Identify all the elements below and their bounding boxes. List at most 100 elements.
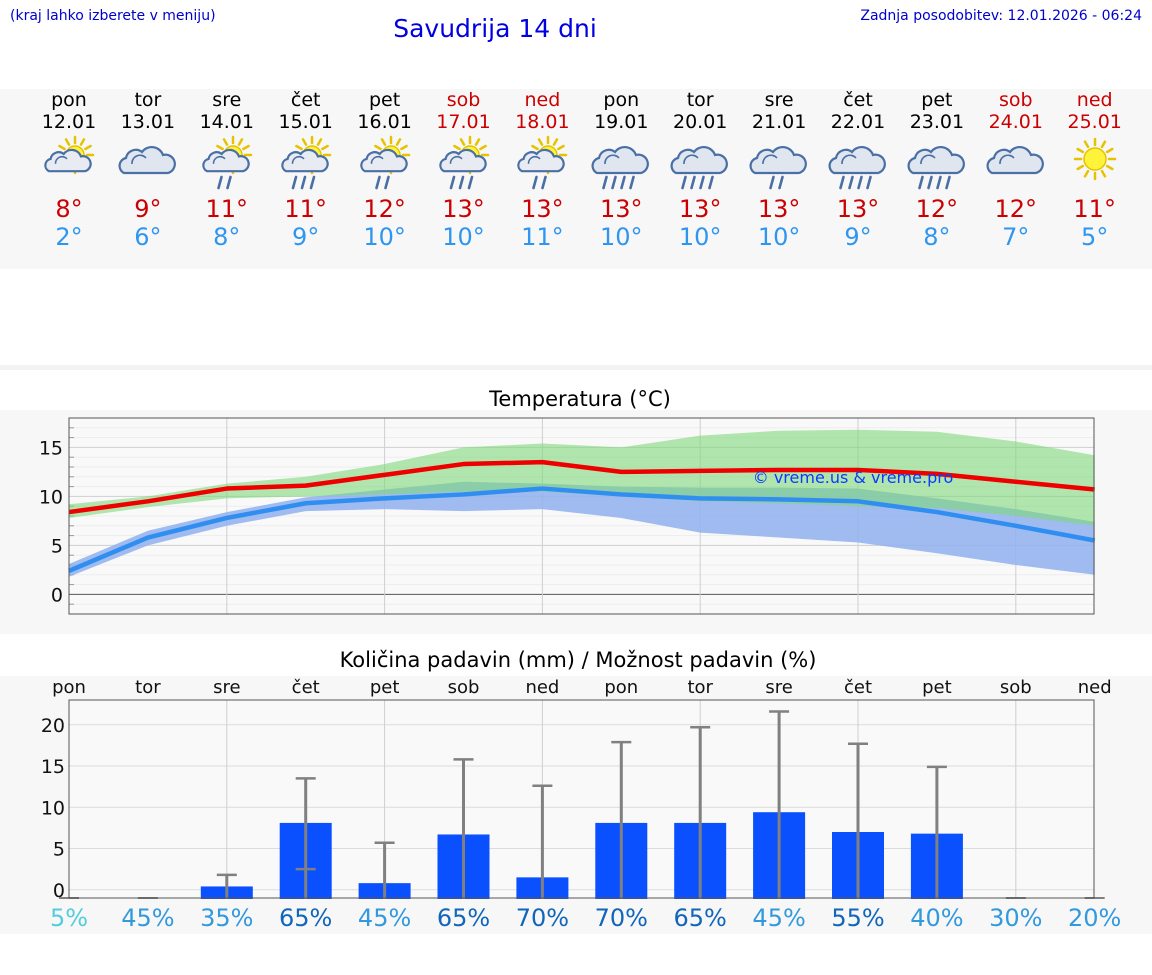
y-tick-label: 15: [41, 756, 65, 778]
day-date: 13.01: [120, 111, 176, 133]
min-temperature: 9°: [844, 223, 872, 251]
min-range-band: [69, 481, 1095, 577]
location-hint: (kraj lahko izberete v meniju): [10, 8, 216, 24]
day-name: tor: [134, 89, 162, 111]
precipitation-probability: 20%: [1068, 904, 1121, 932]
min-temperature: 8°: [923, 223, 951, 251]
max-temperature: 13°: [442, 195, 485, 223]
min-temperature: 10°: [442, 223, 485, 251]
min-temperature: 7°: [1002, 223, 1030, 251]
precipitation-probability: 45%: [358, 904, 411, 932]
day-date: 20.01: [672, 111, 728, 133]
cloud-rain-icon: [907, 145, 965, 190]
day-date: 22.01: [830, 111, 886, 133]
max-temperature: 11°: [205, 195, 249, 223]
day-label: pon: [604, 677, 638, 698]
precipitation-chart-title: Količina padavin (mm) / Možnost padavin …: [339, 648, 817, 672]
day-column: pet 23.01 12° 8°: [897, 89, 977, 251]
precipitation-probability: 45%: [752, 904, 805, 932]
y-tick-label: 5: [53, 839, 65, 861]
day-name: čet: [290, 89, 321, 111]
sun-cloud-light-rain-icon: [202, 135, 253, 190]
sun-cloud-light-rain-icon: [517, 135, 568, 190]
min-temperature: 2°: [55, 223, 83, 251]
max-temperature: 11°: [1073, 195, 1116, 223]
precipitation-probability: 30%: [989, 904, 1042, 932]
sun-cloud-light-rain-icon: [359, 135, 410, 190]
temperature-chart: 0 5 10 15 © vreme.us & vreme.pro: [39, 417, 1096, 615]
max-temperature: 12°: [915, 195, 959, 223]
daily-forecast-strip: pon 12.01 8° 2° tor 13.01 9° 6° sre 14.0…: [0, 89, 1152, 269]
sun-cloud-rain-icon: [438, 135, 489, 190]
day-label: sob: [448, 677, 480, 698]
temperature-chart-title: Temperatura (°C): [489, 387, 671, 411]
day-label: tor: [687, 677, 713, 698]
plot-frame: [68, 417, 1095, 615]
day-date: 21.01: [751, 111, 807, 133]
max-temperature: 11°: [284, 195, 327, 223]
last-update: Zadnja posodobitev: 12.01.2026 - 06:24: [860, 8, 1142, 24]
max-temperature: 8°: [55, 195, 83, 223]
y-tick-label: 0: [51, 584, 63, 606]
day-label: tor: [135, 677, 161, 698]
min-temperature: 10°: [600, 223, 643, 251]
min-temperature: 10°: [363, 223, 406, 251]
max-temperature: 13°: [836, 195, 880, 223]
sun-cloud-rain-icon: [280, 135, 331, 190]
day-label: sre: [765, 677, 792, 698]
precipitation-probability: 45%: [121, 904, 174, 932]
day-date: 17.01: [436, 111, 491, 133]
day-column: sob 24.01 12° 7°: [976, 89, 1056, 251]
day-name: čet: [843, 89, 873, 111]
day-name: sob: [999, 89, 1033, 111]
day-name: sob: [446, 89, 481, 111]
day-column: sre 14.01 11° 8°: [187, 89, 267, 251]
max-temperature: 13°: [757, 195, 801, 223]
separator: [0, 365, 1152, 370]
cloud-rain-icon: [828, 145, 886, 190]
day-date: 15.01: [278, 111, 333, 133]
day-date: 25.01: [1067, 111, 1122, 133]
y-tick-label: 5: [51, 535, 63, 557]
min-temperature: 6°: [134, 223, 162, 251]
day-date: 18.01: [515, 111, 570, 133]
y-tick-label: 10: [41, 797, 65, 819]
day-date: 14.01: [199, 111, 254, 133]
min-temperature: 10°: [757, 223, 801, 251]
precipitation-chart: 0 5 10 15 20 pon tor sre čet pet sob ned pon tor sre če…: [41, 677, 1122, 932]
precipitation-probability: 70%: [516, 904, 569, 932]
day-date: 23.01: [909, 111, 965, 133]
day-label: sob: [1000, 677, 1032, 698]
day-name: pet: [921, 89, 953, 111]
day-name: ned: [1076, 89, 1113, 111]
min-temperature: 8°: [213, 223, 241, 251]
min-temperature: 9°: [292, 223, 320, 251]
day-column: ned 25.01 11° 5°: [1055, 89, 1135, 251]
day-name: pon: [603, 89, 640, 111]
max-temperature: 12°: [994, 195, 1038, 223]
max-temperature-line: [68, 459, 1095, 515]
max-temperature: 13°: [678, 195, 722, 223]
day-name: sre: [212, 89, 242, 111]
day-label: sre: [213, 677, 240, 698]
day-name: ned: [524, 89, 561, 111]
precipitation-probability: 40%: [910, 904, 963, 932]
day-label: ned: [525, 677, 559, 698]
day-label: pon: [52, 677, 86, 698]
day-name: pet: [368, 89, 401, 111]
page-title: Savudrija 14 dni: [393, 14, 597, 43]
precipitation-probability: 55%: [831, 904, 884, 932]
min-temperature-line: [68, 486, 1096, 573]
day-column: tor 13.01 9° 6°: [108, 89, 188, 251]
day-column: pon 12.01 8° 2°: [29, 89, 109, 251]
cloud-rain-icon: [591, 145, 650, 190]
min-temperature: 11°: [521, 223, 564, 251]
cloud-icon: [986, 145, 1044, 175]
day-column: pon 19.01 13° 10°: [581, 89, 661, 251]
y-tick-label: 0: [53, 880, 65, 902]
precipitation-probability: 65%: [279, 904, 332, 932]
day-column: ned 18.01 13° 11°: [502, 89, 582, 251]
min-temperature: 10°: [678, 223, 722, 251]
watermark: © vreme.us & vreme.pro: [753, 468, 954, 487]
day-date: 12.01: [41, 111, 97, 133]
